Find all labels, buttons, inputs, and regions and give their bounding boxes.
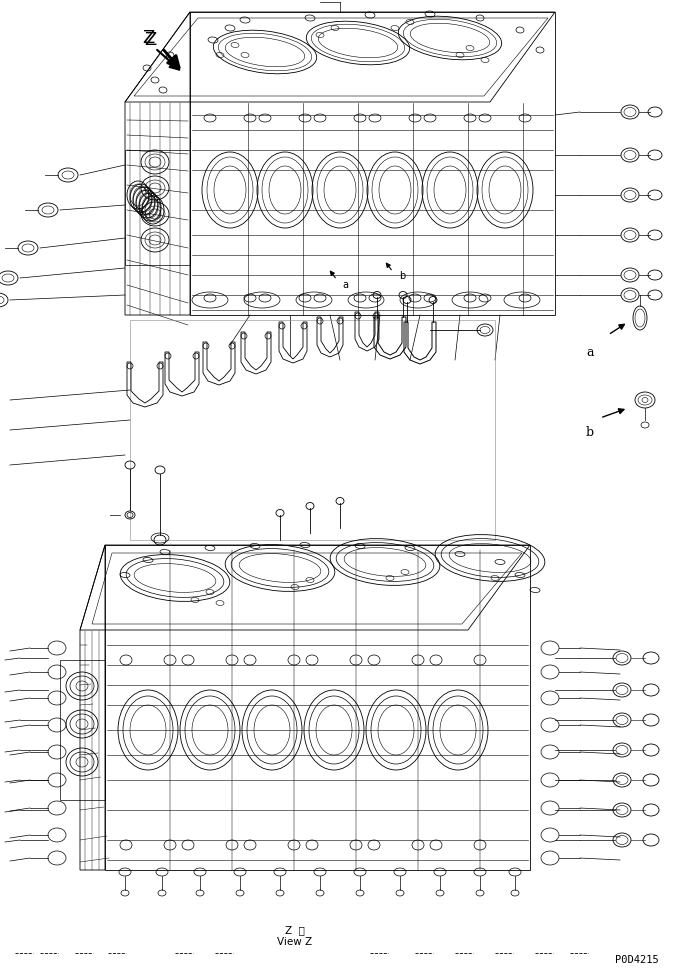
Text: b: b bbox=[586, 426, 594, 439]
Text: a: a bbox=[342, 280, 348, 290]
Text: P0D4215: P0D4215 bbox=[615, 955, 659, 965]
Text: View Z: View Z bbox=[277, 937, 313, 947]
Text: Z: Z bbox=[144, 31, 156, 49]
Text: Z: Z bbox=[142, 29, 154, 47]
Text: b: b bbox=[399, 271, 405, 281]
Text: a: a bbox=[586, 346, 594, 359]
Text: Z  視: Z 視 bbox=[285, 925, 305, 935]
